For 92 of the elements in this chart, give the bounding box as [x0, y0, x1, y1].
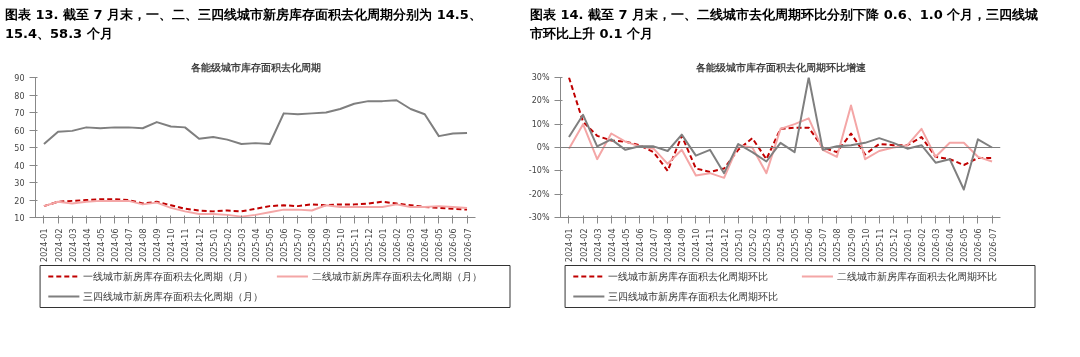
- x-tick-label: 2024-10: [692, 228, 702, 262]
- y-tick-label: -30%: [528, 213, 550, 222]
- x-tick-label: 2024-06: [110, 228, 120, 262]
- chart-title: 图表 13. 截至 7 月末，一、二、三四线城市新房库存面积去化周期分别为 14.5、15.4、58.3 个月: [5, 6, 483, 43]
- x-tick-label: 2024-08: [664, 228, 674, 262]
- y-tick-label: 30%: [531, 73, 550, 82]
- x-tick-label: 2024-05: [621, 228, 631, 262]
- y-tick-label: 20: [14, 196, 25, 206]
- x-tick-label: 2025-07: [294, 228, 304, 262]
- x-tick-label: 2025-03: [237, 228, 247, 262]
- x-tick-label: 2025-10: [336, 228, 346, 262]
- x-tick-label: 2025-12: [889, 228, 899, 262]
- x-tick-label: 2024-09: [153, 228, 163, 262]
- y-tick-label: -20%: [528, 189, 550, 199]
- x-tick-label: 2026-03: [407, 228, 417, 262]
- legend-label: 一线城市新房库存面积去化周期环比: [608, 271, 769, 282]
- x-tick-label: 2024-07: [650, 228, 660, 262]
- chart-title: 图表 14. 截至 7 月末，一、二线城市去化周期环比分别下降 0.6、1.0 个月，三四线城市环比上升 0.1 个月: [530, 6, 1040, 43]
- y-tick-label: 70: [14, 109, 25, 118]
- x-tick-label: 2025-03: [762, 228, 772, 262]
- x-tick-label: 2025-05: [266, 228, 276, 262]
- x-tick-label: 2025-01: [734, 228, 744, 262]
- x-tick-label: 2024-11: [706, 228, 716, 262]
- x-tick-label: 2026-06: [449, 228, 459, 262]
- x-tick-label: 2025-05: [791, 228, 801, 262]
- x-tick-label: 2024-11: [181, 228, 191, 262]
- x-tick-label: 2024-01: [40, 228, 50, 262]
- x-tick-label: 2024-12: [720, 228, 730, 262]
- legend-label: 二线城市新房库存面积去化周期（月）: [311, 271, 482, 282]
- x-tick-label: 2026-02: [918, 228, 928, 262]
- x-tick-label: 2024-12: [195, 228, 205, 262]
- line-series: [42, 99, 469, 145]
- x-tick-label: 2024-05: [96, 228, 106, 262]
- x-tick-label: 2024-10: [167, 228, 177, 262]
- line-series: [42, 199, 469, 218]
- x-tick-label: 2025-08: [308, 228, 318, 262]
- y-tick-label: 10%: [531, 119, 550, 129]
- x-tick-label: 2026-03: [932, 228, 942, 262]
- x-tick-label: 2025-04: [252, 228, 261, 262]
- x-tick-label: 2025-06: [805, 228, 815, 262]
- x-tick-label: 2026-06: [974, 228, 984, 262]
- y-tick-label: -10%: [528, 166, 550, 176]
- x-tick-label: 2024-03: [68, 228, 78, 262]
- x-tick-label: 2024-06: [635, 228, 645, 262]
- legend-label: 一线城市新房库存面积去化周期（月）: [83, 271, 254, 282]
- x-tick-label: 2024-07: [125, 228, 135, 262]
- x-tick-label: 2024-09: [678, 228, 688, 262]
- x-tick-label: 2025-04: [777, 228, 786, 262]
- x-tick-label: 2026-01: [378, 228, 388, 262]
- legend-label: 三四线城市新房库存面积去化周期（月）: [83, 291, 264, 302]
- x-tick-label: 2024-04: [607, 228, 617, 262]
- y-tick-label: 0%: [536, 143, 550, 152]
- x-tick-label: 2024-08: [139, 228, 149, 262]
- x-tick-label: 2024-03: [593, 228, 603, 262]
- y-tick-label: 60: [14, 126, 25, 136]
- x-tick-label: 2025-09: [322, 228, 332, 262]
- y-tick-label: 90: [14, 74, 25, 83]
- x-tick-label: 2025-11: [875, 228, 885, 262]
- x-tick-label: 2025-10: [861, 228, 871, 262]
- y-tick-label: 80: [14, 91, 25, 101]
- x-tick-label: 2026-05: [435, 228, 445, 262]
- x-tick-label: 2024-04: [82, 228, 92, 262]
- x-tick-label: 2024-02: [54, 228, 64, 262]
- line-series: [567, 77, 994, 173]
- x-tick-label: 2025-08: [833, 228, 843, 262]
- y-tick-label: 30: [14, 179, 25, 188]
- legend-label: 二线城市新房库存面积去化周期环比: [836, 271, 997, 282]
- x-tick-label: 2025-07: [819, 228, 829, 262]
- x-tick-label: 2026-07: [463, 228, 473, 262]
- x-tick-label: 2025-11: [350, 228, 360, 262]
- y-tick-label: 10: [14, 214, 25, 223]
- x-tick-label: 2026-05: [960, 228, 970, 262]
- x-tick-label: 2025-12: [364, 228, 374, 262]
- x-tick-label: 2025-02: [748, 228, 758, 262]
- x-tick-label: 2026-01: [903, 228, 913, 262]
- x-tick-label: 2026-04: [946, 228, 956, 262]
- x-tick-label: 2025-06: [280, 228, 290, 262]
- x-tick-label: 2025-02: [223, 228, 233, 262]
- legend-label: 三四线城市新房库存面积去化周期环比: [608, 291, 779, 302]
- y-tick-label: 50: [14, 144, 25, 153]
- y-tick-label: 40: [14, 161, 25, 171]
- line-series: [567, 104, 994, 179]
- chart-subtitle: 各能级城市库存面积去化周期环比增速: [694, 61, 867, 73]
- x-tick-label: 2026-07: [988, 228, 998, 262]
- x-tick-label: 2026-02: [393, 228, 403, 262]
- chart-subtitle: 各能级城市库存面积去化周期: [189, 61, 321, 73]
- x-tick-label: 2025-09: [847, 228, 857, 262]
- x-tick-label: 2024-02: [579, 228, 589, 262]
- y-tick-label: 20%: [531, 96, 550, 106]
- x-tick-label: 2026-04: [421, 228, 431, 262]
- x-tick-label: 2024-01: [565, 228, 575, 262]
- x-tick-label: 2025-01: [209, 228, 219, 262]
